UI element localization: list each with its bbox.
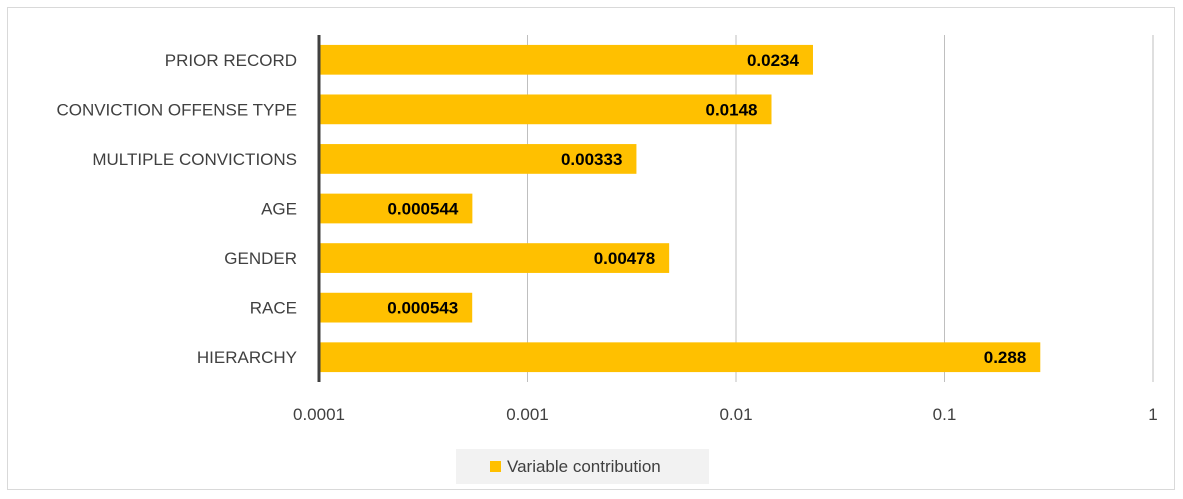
data-label: 0.000543	[387, 299, 458, 318]
data-label: 0.288	[984, 348, 1027, 367]
legend-swatch	[490, 461, 501, 472]
bar	[319, 44, 813, 75]
bar	[319, 193, 473, 224]
x-tick-label: 0.001	[506, 405, 549, 424]
bar	[319, 94, 772, 125]
bar	[319, 144, 637, 174]
category-label: MULTIPLE CONVICTIONS	[92, 150, 297, 169]
bar	[319, 243, 670, 273]
chart-frame: 0.0001 0.001 0.01 0.1 1 PRIOR RECORD 0.0234 CON…	[7, 7, 1175, 490]
data-label: 0.0148	[705, 100, 757, 119]
data-label: 0.00333	[561, 150, 622, 169]
category-label: HIERARCHY	[197, 348, 297, 367]
category-label: GENDER	[224, 249, 297, 268]
category-label: AGE	[261, 200, 297, 219]
legend-label: Variable contribution	[507, 457, 661, 476]
data-label: 0.000544	[387, 200, 458, 219]
bar-chart: 0.0001 0.001 0.01 0.1 1 PRIOR RECORD 0.0234 CON…	[56, 35, 1158, 484]
x-tick-label: 1	[1148, 405, 1157, 424]
x-tick-label: 0.1	[933, 405, 957, 424]
bar	[319, 342, 1041, 373]
bar	[319, 292, 473, 323]
category-label: RACE	[250, 299, 297, 318]
x-tick-label: 0.0001	[293, 405, 345, 424]
category-label: CONVICTION OFFENSE TYPE	[56, 100, 297, 119]
x-tick-label: 0.01	[719, 405, 752, 424]
data-label: 0.00478	[594, 249, 655, 268]
data-label: 0.0234	[747, 51, 800, 70]
category-label: PRIOR RECORD	[165, 51, 297, 70]
